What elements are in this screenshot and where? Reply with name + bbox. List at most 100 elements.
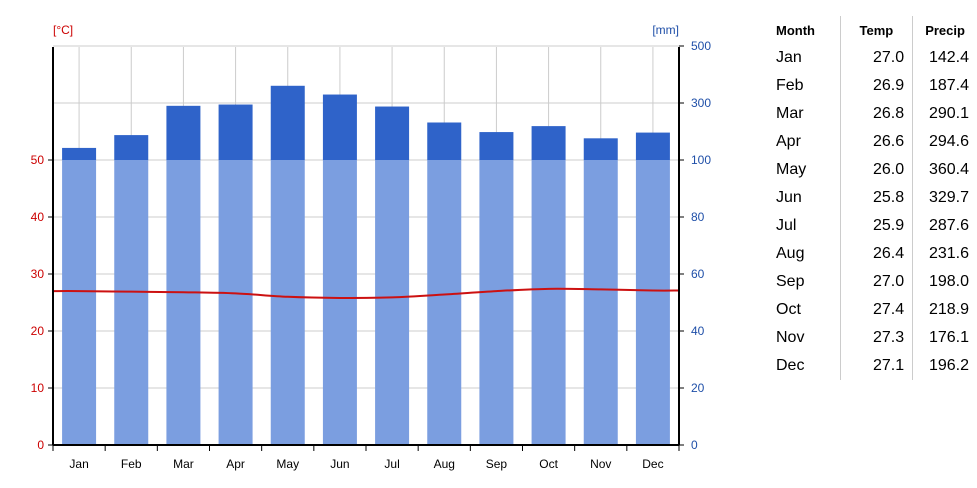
table-header-row: Month Temp Precip [768, 16, 977, 44]
precip-bar-lower [635, 160, 670, 445]
precip-bar-lower [531, 160, 566, 445]
cell-month: Jun [768, 184, 841, 212]
cell-month: Jan [768, 44, 841, 72]
precip-bar-upper [322, 94, 357, 160]
x-tick-label: Feb [121, 457, 142, 471]
x-tick-label: Apr [226, 457, 245, 471]
left-axis-unit: [°C] [53, 23, 73, 37]
precip-bar-lower [375, 160, 410, 445]
right-axis-unit: [mm] [652, 23, 679, 37]
header-precip: Precip [925, 22, 965, 38]
right-tick-label: 80 [691, 210, 705, 224]
precip-bar-upper [166, 105, 201, 160]
x-tick-label: Jun [330, 457, 349, 471]
table-row: Nov 27.3 176.1 [768, 324, 977, 352]
cell-temp: 25.8 [840, 184, 914, 212]
cell-precip: 287.6 [928, 217, 969, 234]
precip-bar-upper [479, 132, 514, 160]
climate-chart: [°C] [mm] 01020304050020406080100300500J… [31, 23, 712, 471]
left-tick-label: 20 [31, 324, 45, 338]
cell-temp: 27.4 [840, 296, 914, 324]
cell-temp: 26.4 [840, 240, 914, 268]
table-row: Jun 25.8 329.7 [768, 184, 977, 212]
cell-precip: 198.0 [928, 273, 969, 290]
right-tick-label: 500 [691, 39, 711, 53]
left-tick-label: 50 [31, 153, 45, 167]
cell-precip: 290.1 [928, 105, 969, 122]
cell-temp: 26.6 [840, 128, 914, 156]
precip-bar-lower [270, 160, 305, 445]
precip-bar-lower [583, 160, 618, 445]
precip-bar-upper [531, 126, 566, 160]
cell-temp: 26.0 [840, 156, 914, 184]
cell-temp: 26.9 [840, 72, 914, 100]
right-tick-label: 100 [691, 153, 711, 167]
left-tick-label: 40 [31, 210, 45, 224]
precip-bar-lower [62, 160, 97, 445]
table-row: Dec 27.1 196.2 [768, 352, 977, 380]
left-tick-label: 0 [37, 438, 44, 452]
header-temp: Temp [840, 16, 914, 44]
x-tick-label: Jul [384, 457, 399, 471]
axis-labels: [°C] [mm] 01020304050020406080100300500J… [31, 23, 712, 471]
right-tick-label: 300 [691, 96, 711, 110]
table-row: Mar 26.8 290.1 [768, 100, 977, 128]
precip-bar-upper [635, 132, 670, 160]
cell-month: Nov [768, 324, 841, 352]
precip-bar-upper [270, 85, 305, 160]
cell-precip: 142.4 [928, 49, 969, 66]
cell-temp: 27.1 [840, 352, 914, 380]
precip-bar-upper [218, 104, 253, 160]
x-tick-label: Dec [642, 457, 663, 471]
temperature-line [52, 287, 680, 299]
left-tick-label: 30 [31, 267, 45, 281]
right-tick-label: 40 [691, 324, 705, 338]
axes [48, 45, 684, 451]
precip-bar-lower [114, 160, 149, 445]
cell-precip: 218.9 [928, 301, 969, 318]
cell-temp: 27.0 [840, 268, 914, 296]
precip-bar-upper [62, 147, 97, 160]
cell-month: Sep [768, 268, 841, 296]
left-tick-label: 10 [31, 381, 45, 395]
precip-bar-upper [427, 122, 462, 160]
cell-month: Jul [768, 212, 841, 240]
table-row: Oct 27.4 218.9 [768, 296, 977, 324]
x-tick-label: Mar [173, 457, 194, 471]
cell-temp: 25.9 [840, 212, 914, 240]
cell-temp: 26.8 [840, 100, 914, 128]
cell-month: Dec [768, 352, 841, 380]
cell-precip: 176.1 [928, 329, 969, 346]
cell-temp: 27.0 [840, 44, 914, 72]
cell-temp: 27.3 [840, 324, 914, 352]
right-tick-label: 20 [691, 381, 705, 395]
right-tick-label: 0 [691, 438, 698, 452]
table-row: Feb 26.9 187.4 [768, 72, 977, 100]
cell-precip: 329.7 [928, 189, 969, 206]
cell-month: Mar [768, 100, 841, 128]
temperature-line-group [52, 287, 680, 299]
cell-month: Feb [768, 72, 841, 100]
precip-bar-upper [114, 135, 149, 160]
x-tick-label: May [276, 457, 299, 471]
table-row: Sep 27.0 198.0 [768, 268, 977, 296]
precip-bar-lower [479, 160, 514, 445]
cell-month: Aug [768, 240, 841, 268]
cell-month: Oct [768, 296, 841, 324]
cell-precip: 187.4 [928, 77, 969, 94]
header-month: Month [768, 16, 841, 44]
precip-bar-lower [166, 160, 201, 445]
precip-bar-upper [375, 106, 410, 160]
cell-precip: 196.2 [928, 357, 969, 374]
right-tick-label: 60 [691, 267, 705, 281]
cell-month: May [768, 156, 841, 184]
table-row: May 26.0 360.4 [768, 156, 977, 184]
x-tick-label: Nov [590, 457, 611, 471]
table-row: Aug 26.4 231.6 [768, 240, 977, 268]
x-tick-label: Sep [486, 457, 508, 471]
table-row: Jul 25.9 287.6 [768, 212, 977, 240]
cell-precip: 360.4 [928, 161, 969, 178]
table-row: Jan 27.0 142.4 [768, 44, 977, 72]
precip-bar-lower [322, 160, 357, 445]
cell-precip: 294.6 [928, 133, 969, 150]
